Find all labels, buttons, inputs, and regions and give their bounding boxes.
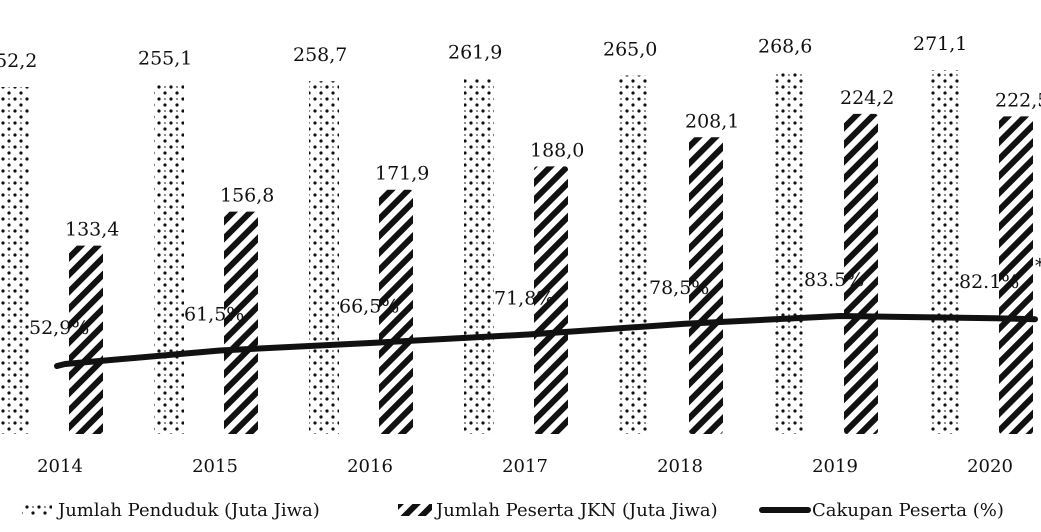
label-jkn-2015: 156,8 — [220, 185, 274, 207]
label-penduduk-2020: 271,1 — [913, 33, 967, 55]
bar-penduduk-2019 — [774, 72, 804, 434]
bar-penduduk-2018 — [619, 75, 649, 434]
bar-jkn-2017 — [534, 166, 568, 434]
bar-jkn-2015 — [224, 211, 258, 434]
bar-penduduk-2016 — [309, 81, 339, 435]
legend-label-penduduk: Jumlah Penduduk (Juta Jiwa) — [56, 500, 320, 521]
x-tick-2019: 2019 — [812, 456, 858, 477]
x-tick-2018: 2018 — [657, 456, 703, 477]
label-cakupan-2016: 66,5% — [339, 296, 399, 318]
label-jkn-2019: 224,2 — [840, 87, 894, 109]
label-jkn-2017: 188,0 — [530, 139, 584, 161]
label-cakupan-2018: 78,5% — [649, 277, 709, 299]
x-tick-2016: 2016 — [347, 456, 393, 477]
x-tick-2017: 2017 — [502, 456, 548, 477]
label-jkn-2018: 208,1 — [685, 110, 739, 132]
bar-jkn-2019 — [844, 113, 878, 434]
label-cakupan-2015: 61,5% — [184, 304, 244, 326]
line-layer — [54, 313, 1038, 369]
x-axis: 2014 2015 2016 2017 2018 2019 2020 — [37, 456, 1013, 477]
label-jkn-2016: 171,9 — [375, 163, 429, 185]
label-penduduk-2019: 268,6 — [758, 35, 812, 57]
legend-label-cakupan: Cakupan Peserta (%) — [812, 500, 1004, 521]
bar-jkn-2020 — [999, 116, 1033, 434]
x-tick-2015: 2015 — [192, 456, 238, 477]
label-penduduk-2017: 261,9 — [448, 41, 502, 63]
legend-swatch-jkn — [398, 504, 432, 516]
bars-layer — [0, 70, 1033, 435]
legend-swatch-penduduk — [22, 504, 52, 516]
bar-jkn-2018 — [689, 137, 723, 434]
label-jkn-2014: 133,4 — [65, 219, 119, 241]
label-penduduk-2018: 265,0 — [603, 39, 657, 61]
label-jkn-2020: 222,5 — [995, 89, 1041, 111]
line-cakupan-peserta — [54, 313, 1038, 369]
legend-label-jkn: Jumlah Peserta JKN (Juta Jiwa) — [434, 500, 718, 521]
bar-jkn-2014 — [69, 245, 103, 434]
legend: Jumlah Penduduk (Juta Jiwa) Jumlah Pesert… — [22, 500, 1004, 521]
bar-penduduk-2017 — [464, 78, 494, 434]
label-cakupan-2017: 71,8% — [494, 287, 554, 309]
label-cakupan-2014: 52,9% — [29, 317, 89, 339]
bar-penduduk-2014 — [0, 87, 29, 435]
labels-layer: 252,2 133,4 52,9% 255,1 156,8 61,5% 258,7 171,9… — [0, 33, 1041, 339]
label-penduduk-2014: 252,2 — [0, 50, 37, 72]
label-penduduk-2015: 255,1 — [138, 47, 192, 69]
bar-jkn-2016 — [379, 189, 413, 434]
x-tick-2020: 2020 — [967, 456, 1013, 477]
bar-penduduk-2015 — [154, 84, 184, 434]
label-cakupan-2019: 83.5% — [804, 269, 864, 291]
label-penduduk-2016: 258,7 — [293, 44, 347, 66]
annotation-asterisk: * — [1035, 255, 1041, 277]
bar-penduduk-2020 — [929, 70, 959, 434]
x-tick-2014: 2014 — [37, 456, 83, 477]
label-cakupan-2020: 82.1% — [959, 271, 1019, 293]
